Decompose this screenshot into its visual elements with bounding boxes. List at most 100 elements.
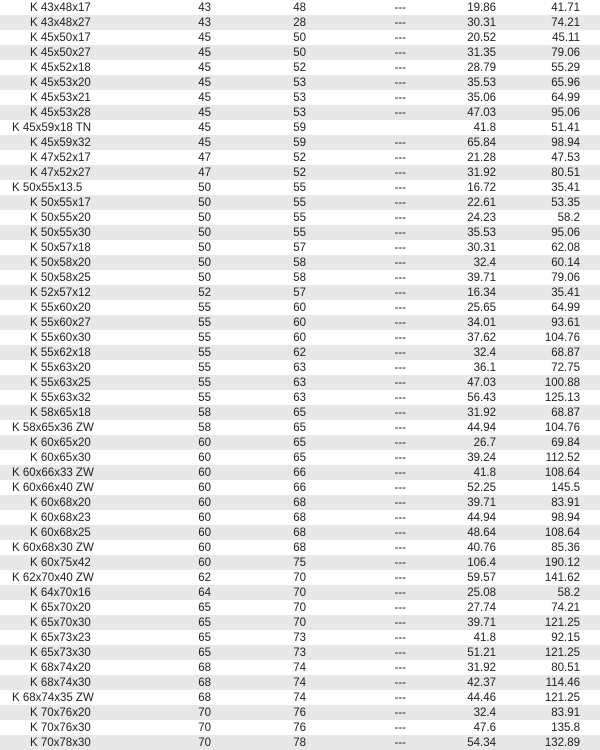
table-row: K 70x76x207076---32.483.91: [0, 705, 600, 720]
cell-a: 47: [130, 150, 215, 165]
cell-a: 47: [130, 165, 215, 180]
table-row: K 55x60x275560---34.0193.61: [0, 315, 600, 330]
cell-b: 68: [215, 540, 310, 555]
cell-b: 68: [215, 525, 310, 540]
cell-a: 70: [130, 720, 215, 735]
cell-c: ---: [310, 315, 410, 330]
cell-b: 53: [215, 105, 310, 120]
cell-b: 74: [215, 660, 310, 675]
cell-name: K 45x50x27: [0, 45, 130, 60]
cell-c: ---: [310, 210, 410, 225]
cell-name: K 50x58x25: [0, 270, 130, 285]
cell-e: 135.8: [500, 720, 600, 735]
cell-d: 39.71: [410, 615, 500, 630]
cell-name: K 55x63x20: [0, 360, 130, 375]
table-row: K 64x70x166470---25.0858.2: [0, 585, 600, 600]
cell-b: 52: [215, 150, 310, 165]
cell-c: ---: [310, 345, 410, 360]
cell-d: 25.65: [410, 300, 500, 315]
cell-c: ---: [310, 690, 410, 705]
cell-a: 45: [130, 135, 215, 150]
cell-c: ---: [310, 540, 410, 555]
cell-b: 53: [215, 90, 310, 105]
cell-a: 50: [130, 180, 215, 195]
cell-d: 31.92: [410, 660, 500, 675]
cell-name: K 68x74x35 ZW: [0, 690, 130, 705]
cell-d: 52.25: [410, 480, 500, 495]
table-row: K 60x68x206068---39.7183.91: [0, 495, 600, 510]
cell-b: 59: [215, 135, 310, 150]
table-row: K 60x75x426075---106.4190.12: [0, 555, 600, 570]
cell-name: K 50x58x20: [0, 255, 130, 270]
cell-d: 39.24: [410, 450, 500, 465]
cell-d: 32.4: [410, 345, 500, 360]
cell-a: 65: [130, 615, 215, 630]
cell-a: 60: [130, 480, 215, 495]
cell-b: 50: [215, 45, 310, 60]
cell-e: 68.87: [500, 405, 600, 420]
cell-d: 26.7: [410, 435, 500, 450]
cell-c: ---: [310, 165, 410, 180]
table-row: K 68x74x206874---31.9280.51: [0, 660, 600, 675]
cell-e: 190.12: [500, 555, 600, 570]
cell-a: 60: [130, 495, 215, 510]
table-row: K 60x65x206065---26.769.84: [0, 435, 600, 450]
cell-name: K 50x57x18: [0, 240, 130, 255]
cell-a: 55: [130, 330, 215, 345]
cell-a: 55: [130, 360, 215, 375]
cell-name: K 50x55x30: [0, 225, 130, 240]
cell-c: ---: [310, 615, 410, 630]
cell-b: 52: [215, 165, 310, 180]
cell-c: ---: [310, 285, 410, 300]
cell-d: 16.72: [410, 180, 500, 195]
cell-a: 45: [130, 30, 215, 45]
cell-name: K 43x48x27: [0, 15, 130, 30]
cell-b: 70: [215, 615, 310, 630]
cell-b: 63: [215, 360, 310, 375]
cell-d: 56.43: [410, 390, 500, 405]
cell-e: 98.94: [500, 135, 600, 150]
cell-e: 35.41: [500, 285, 600, 300]
cell-d: 16.34: [410, 285, 500, 300]
cell-a: 58: [130, 420, 215, 435]
cell-c: ---: [310, 135, 410, 150]
cell-b: 55: [215, 180, 310, 195]
cell-c: ---: [310, 645, 410, 660]
cell-name: K 65x70x30: [0, 615, 130, 630]
cell-c: ---: [310, 555, 410, 570]
table-row: K 55x63x255563---47.03100.88: [0, 375, 600, 390]
table-row: K 58x65x36 ZW5865---44.94104.76: [0, 420, 600, 435]
cell-c: ---: [310, 150, 410, 165]
cell-e: 121.25: [500, 645, 600, 660]
cell-a: 65: [130, 645, 215, 660]
cell-d: 32.4: [410, 255, 500, 270]
cell-c: ---: [310, 450, 410, 465]
cell-b: 53: [215, 75, 310, 90]
table-row: K 65x73x236573---41.892.15: [0, 630, 600, 645]
cell-name: K 55x60x27: [0, 315, 130, 330]
cell-e: 83.91: [500, 705, 600, 720]
cell-e: 145.5: [500, 480, 600, 495]
cell-name: K 65x73x23: [0, 630, 130, 645]
cell-c: ---: [310, 585, 410, 600]
cell-a: 45: [130, 105, 215, 120]
cell-a: 55: [130, 345, 215, 360]
cell-name: K 60x68x20: [0, 495, 130, 510]
cell-d: 27.74: [410, 600, 500, 615]
cell-c: ---: [310, 465, 410, 480]
cell-e: 108.64: [500, 465, 600, 480]
cell-name: K 68x74x20: [0, 660, 130, 675]
cell-b: 76: [215, 705, 310, 720]
table-row: K 45x53x204553---35.5365.96: [0, 75, 600, 90]
cell-b: 60: [215, 300, 310, 315]
cell-b: 65: [215, 450, 310, 465]
cell-e: 112.52: [500, 450, 600, 465]
table-row: K 43x48x174348---19.8641.71: [0, 0, 600, 15]
table-row: K 60x66x33 ZW6066---41.8108.64: [0, 465, 600, 480]
cell-b: 52: [215, 60, 310, 75]
cell-b: 58: [215, 255, 310, 270]
cell-a: 70: [130, 735, 215, 750]
cell-b: 76: [215, 720, 310, 735]
cell-d: 37.62: [410, 330, 500, 345]
cell-b: 62: [215, 345, 310, 360]
